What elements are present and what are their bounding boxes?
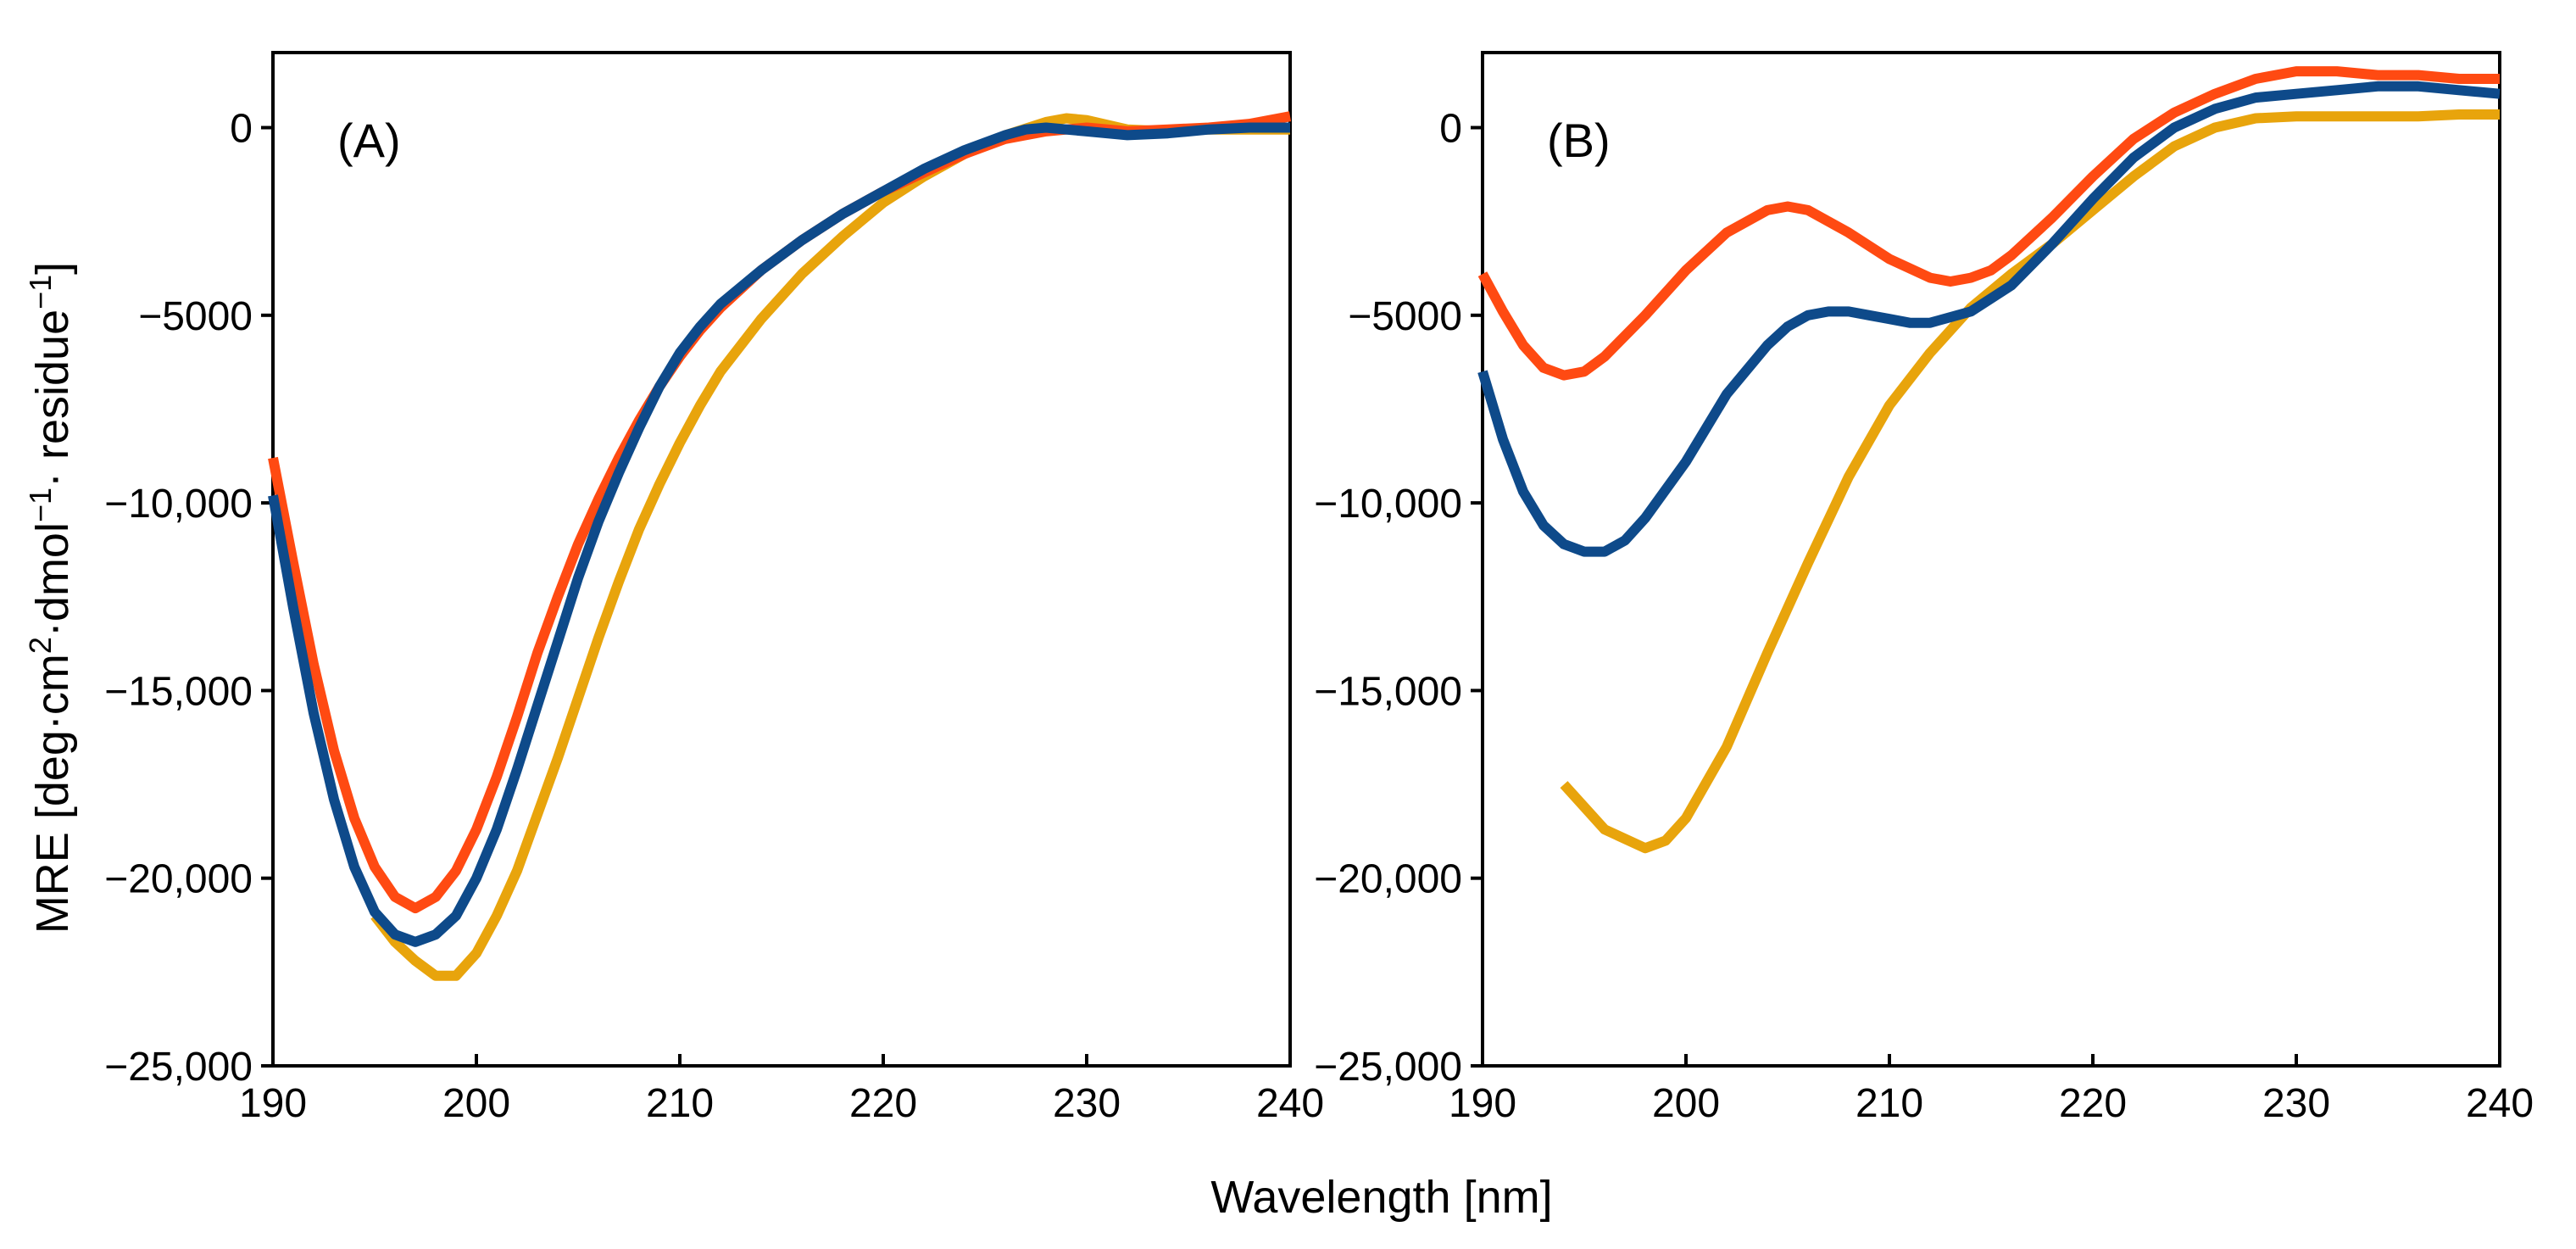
panel-a-y-tick-label: −5000 xyxy=(138,294,253,339)
panel-b-series xyxy=(1477,66,2501,854)
panel-b-y-ticks: 0 −5000 −10,000 −15,000 −20,000 −25,000 xyxy=(1314,107,1483,1090)
panel-b-label: (B) xyxy=(1547,114,1611,167)
panel-a-label: (A) xyxy=(337,114,401,167)
panel-b-series-orange xyxy=(1560,109,2500,854)
panel-b-x-tick-label: 190 xyxy=(1449,1081,1516,1126)
panel-b-y-tick-label: −15,000 xyxy=(1314,669,1462,714)
panel-a-y-ticks: 0 −5000 −10,000 −15,000 −20,000 −25,000 xyxy=(104,107,273,1090)
panel-b-y-tick-label: −25,000 xyxy=(1314,1045,1462,1090)
x-axis-title: Wavelength [nm] xyxy=(1210,1172,1552,1223)
panel-a-x-tick-label: 200 xyxy=(442,1081,510,1126)
panel-a-series xyxy=(268,111,1292,981)
panel-a-series-orange xyxy=(370,113,1290,981)
y-axis-title: MRE [deg·cm2·dmol−1· residue−1] xyxy=(23,262,78,934)
panel-a-series-blue xyxy=(268,122,1290,947)
panel-b-x-tick-label: 200 xyxy=(1652,1081,1720,1126)
panel-a-frame xyxy=(271,51,1292,1068)
panel-b-frame xyxy=(1481,51,2501,1068)
panel-a: 190 200 210 220 230 240 0 −5000 −10,000 −15,000 −… xyxy=(104,51,1324,1126)
panel-a-y-tick-label: 0 xyxy=(230,107,253,152)
panel-a-series-red xyxy=(268,111,1292,914)
panel-b-x-tick-label: 230 xyxy=(2262,1081,2330,1126)
panel-b-series-blue xyxy=(1477,81,2501,557)
panel-a-y-tick-label: −25,000 xyxy=(104,1045,253,1090)
panel-a-x-tick-label: 190 xyxy=(239,1081,307,1126)
panel-a-x-tick-label: 220 xyxy=(849,1081,917,1126)
panel-b: 190 200 210 220 230 240 0 −5000 −10,000 −15,000 −… xyxy=(1314,51,2534,1126)
panel-a-x-tick-label: 240 xyxy=(1256,1081,1324,1126)
panel-b-x-tick-label: 220 xyxy=(2059,1081,2127,1126)
panel-a-x-tick-label: 230 xyxy=(1053,1081,1121,1126)
panel-a-y-tick-label: −20,000 xyxy=(104,857,253,902)
panel-b-y-tick-label: 0 xyxy=(1439,107,1462,152)
panel-b-series-red xyxy=(1477,66,2500,381)
panel-a-y-tick-label: −15,000 xyxy=(104,669,253,714)
panel-b-x-ticks: 190 200 210 220 230 240 xyxy=(1449,1054,2534,1126)
panel-b-y-tick-label: −20,000 xyxy=(1314,857,1462,902)
panel-b-x-tick-label: 210 xyxy=(1855,1081,1923,1126)
panel-a-y-tick-label: −10,000 xyxy=(104,482,253,527)
panel-b-y-tick-label: −10,000 xyxy=(1314,482,1462,527)
panel-b-y-tick-label: −5000 xyxy=(1348,294,1462,339)
panel-b-x-tick-label: 240 xyxy=(2466,1081,2534,1126)
panel-a-x-ticks: 190 200 210 220 230 240 xyxy=(239,1054,1324,1126)
panel-a-x-tick-label: 210 xyxy=(646,1081,714,1126)
